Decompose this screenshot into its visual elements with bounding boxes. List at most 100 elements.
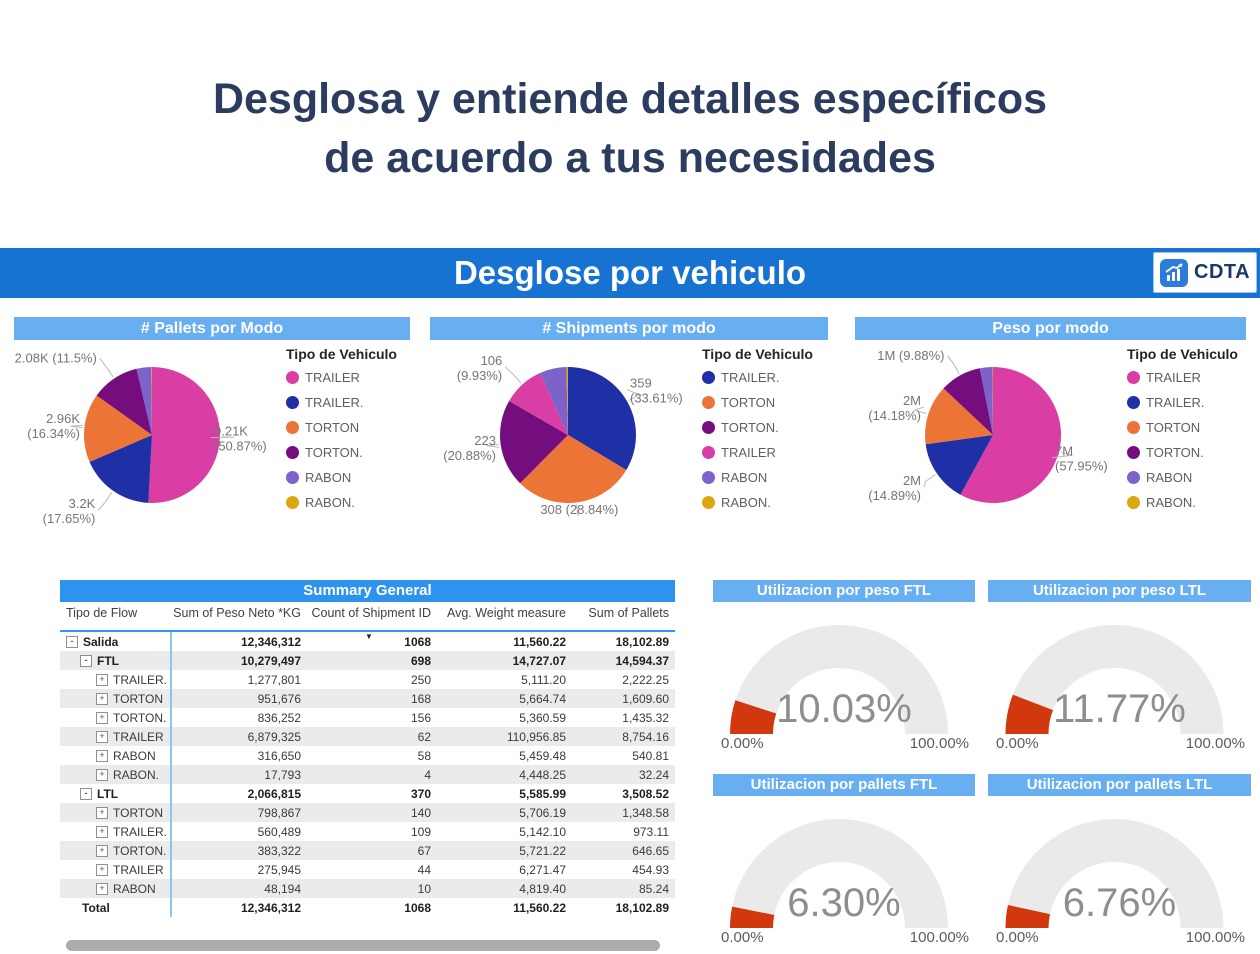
legend-label: RABON bbox=[1146, 469, 1193, 485]
pie-slice-torton-dot[interactable] bbox=[499, 401, 568, 484]
pie-slice-rabon[interactable] bbox=[979, 367, 993, 435]
table-row-trailer-12[interactable]: + TRAILER 275,945 44 6,271.47 454.93 bbox=[60, 860, 675, 879]
pie-slice-rabon-dot[interactable] bbox=[566, 367, 568, 435]
collapse-icon[interactable]: - bbox=[80, 654, 92, 667]
pie-slice-trailer-dot[interactable] bbox=[568, 367, 637, 471]
gauge-chart[interactable] bbox=[713, 798, 975, 938]
legend-item-trailer[interactable]: TRAILER bbox=[702, 445, 828, 460]
legend-item-trailer[interactable]: TRAILER bbox=[1127, 370, 1246, 385]
legend-item-rabon-dot[interactable]: RABON. bbox=[1127, 495, 1246, 510]
expand-icon[interactable]: + bbox=[96, 844, 108, 857]
collapse-icon[interactable]: - bbox=[66, 635, 78, 648]
table-row-trailer-dot-10[interactable]: + TRAILER. 560,489 109 5,142.10 973.11 bbox=[60, 822, 675, 841]
column-header-4[interactable]: Sum of Pallets bbox=[588, 606, 669, 620]
cell-value: 17,793 bbox=[264, 767, 301, 782]
pie-slice-trailer[interactable] bbox=[960, 367, 1062, 503]
gauge-chart[interactable] bbox=[988, 798, 1251, 938]
legend: Tipo de Vehiculo TRAILER TRAILER. TORTON TO… bbox=[1125, 340, 1246, 525]
pie-data-label: 2M (14.89%) bbox=[868, 473, 921, 503]
collapse-icon[interactable]: - bbox=[80, 787, 92, 800]
pie-slice-trailer-dot[interactable] bbox=[89, 435, 152, 503]
table-row-torton-dot-4[interactable]: + TORTON. 836,252 156 5,360.59 1,435.32 bbox=[60, 708, 675, 727]
legend-item-rabon-dot[interactable]: RABON. bbox=[286, 495, 410, 510]
expand-icon[interactable]: + bbox=[96, 749, 108, 762]
table-row-ftl-1[interactable]: - FTL 10,279,497 698 14,727.07 14,594.37 bbox=[60, 651, 675, 670]
row-label: FTL bbox=[97, 653, 119, 668]
cell-value: 1,277,801 bbox=[247, 672, 301, 687]
legend-item-trailer-dot[interactable]: TRAILER. bbox=[702, 370, 828, 385]
pie-data-label: 2.08K (11.5%) bbox=[15, 351, 97, 366]
legend-item-rabon-dot[interactable]: RABON. bbox=[702, 495, 828, 510]
row-label-cell: + TRAILER bbox=[60, 860, 172, 879]
legend: Tipo de Vehiculo TRAILER TRAILER. TORTON TO… bbox=[284, 340, 410, 525]
pie-slice-torton[interactable] bbox=[520, 435, 627, 503]
gauge-chart[interactable] bbox=[988, 604, 1251, 744]
legend-item-trailer-dot[interactable]: TRAILER. bbox=[1127, 395, 1246, 410]
table-row-salida-0[interactable]: - Salida 12,346,312 1068 11,560.22 18,102.89 bbox=[60, 632, 675, 651]
legend-item-trailer-dot[interactable]: TRAILER. bbox=[286, 395, 410, 410]
horizontal-scrollbar[interactable] bbox=[66, 940, 660, 951]
table-row-trailer-5[interactable]: + TRAILER 6,879,325 62 110,956.85 8,754.16 bbox=[60, 727, 675, 746]
column-header-tipo-de-flow[interactable]: Tipo de Flow bbox=[66, 606, 138, 620]
pie-data-label: 9.21K (50.87%) bbox=[214, 424, 267, 454]
legend-item-rabon[interactable]: RABON bbox=[702, 470, 828, 485]
pie-chart-shipments[interactable]: 359 (33.61%) 308 (28.84%) 223 (20.88%) 106 (9.… bbox=[430, 340, 700, 525]
legend-item-rabon[interactable]: RABON bbox=[1127, 469, 1246, 485]
expand-icon[interactable]: + bbox=[96, 768, 108, 781]
column-header-3[interactable]: Avg. Weight measure bbox=[446, 606, 566, 620]
cell-value: 836,252 bbox=[257, 710, 301, 725]
legend-item-torton-dot[interactable]: TORTON. bbox=[702, 420, 828, 435]
pie-slice-torton[interactable] bbox=[84, 395, 152, 462]
pie-slice-rabon-dot[interactable] bbox=[992, 366, 993, 435]
pie-slice-torton-dot[interactable] bbox=[96, 368, 152, 435]
pie-slice-trailer[interactable] bbox=[509, 373, 568, 435]
table-row-ltl-8[interactable]: - LTL 2,066,815 370 5,585.99 3,508.52 bbox=[60, 784, 675, 803]
pie-slice-trailer-dot[interactable] bbox=[925, 435, 993, 495]
legend-item-torton[interactable]: TORTON bbox=[286, 420, 410, 435]
legend-item-trailer[interactable]: TRAILER bbox=[286, 370, 410, 385]
pie-chart-peso[interactable]: 7M (57.95%) 2M (14.89%) 2M (14.18%) 1M (9.88%) bbox=[855, 340, 1125, 525]
cell-value: 370 bbox=[410, 786, 431, 801]
row-label-cell: - LTL bbox=[60, 784, 172, 803]
legend-item-torton[interactable]: TORTON bbox=[1127, 420, 1246, 435]
pie-slice-trailer[interactable] bbox=[148, 367, 220, 503]
legend: Tipo de Vehiculo TRAILER. TORTON TORTON. TR… bbox=[700, 340, 828, 525]
cell-value: 109 bbox=[410, 824, 431, 839]
pie-slice-rabon[interactable] bbox=[136, 367, 152, 435]
pie-chart-pallets[interactable]: 9.21K (50.87%) 3.2K (17.65%) 2.96K (16.34%) 2.… bbox=[14, 340, 284, 526]
table-row-rabon-dot-7[interactable]: + RABON. 17,793 4 4,448.25 32.24 bbox=[60, 765, 675, 784]
table-row-rabon-13[interactable]: + RABON 48,194 10 4,819.40 85.24 bbox=[60, 879, 675, 898]
row-label: TORTON. bbox=[113, 843, 167, 858]
table-row-rabon-6[interactable]: + RABON 316,650 58 5,459.48 540.81 bbox=[60, 746, 675, 765]
expand-icon[interactable]: + bbox=[96, 692, 108, 705]
legend-swatch bbox=[1127, 420, 1140, 434]
expand-icon[interactable]: + bbox=[96, 882, 108, 895]
gauge-chart[interactable] bbox=[713, 604, 975, 744]
table-row-torton-3[interactable]: + TORTON 951,676 168 5,664.74 1,609.60 bbox=[60, 689, 675, 708]
expand-icon[interactable]: + bbox=[96, 673, 108, 686]
legend-item-torton-dot[interactable]: TORTON. bbox=[1127, 445, 1246, 460]
pie-slice-rabon-dot[interactable] bbox=[151, 366, 152, 435]
pie-slice-rabon[interactable] bbox=[540, 367, 568, 435]
expand-icon[interactable]: + bbox=[96, 730, 108, 743]
legend-item-torton-dot[interactable]: TORTON. bbox=[286, 445, 410, 460]
pie-data-label: 1M (9.88%) bbox=[877, 348, 944, 363]
expand-icon[interactable]: + bbox=[96, 863, 108, 876]
legend-item-torton[interactable]: TORTON bbox=[702, 395, 828, 410]
cell-value: 8,754.16 bbox=[622, 729, 669, 744]
column-header-2[interactable]: Count of Shipment ID ▼ bbox=[307, 606, 437, 641]
table-row-trailer-dot-2[interactable]: + TRAILER. 1,277,801 250 5,111.20 2,222.25 bbox=[60, 670, 675, 689]
pie-slice-torton-dot[interactable] bbox=[943, 368, 993, 435]
table-row-torton-9[interactable]: + TORTON 798,867 140 5,706.19 1,348.58 bbox=[60, 803, 675, 822]
legend-swatch bbox=[1127, 495, 1140, 509]
legend-item-rabon[interactable]: RABON bbox=[286, 470, 410, 485]
sort-descending-icon[interactable]: ▼ bbox=[365, 632, 373, 641]
expand-icon[interactable]: + bbox=[96, 825, 108, 838]
column-header-1[interactable]: Sum of Peso Neto *KG bbox=[173, 606, 301, 620]
table-row-total-14[interactable]: Total 12,346,312 1068 11,560.22 18,102.89 bbox=[60, 898, 675, 917]
expand-icon[interactable]: + bbox=[96, 711, 108, 724]
table-row-torton-dot-11[interactable]: + TORTON. 383,322 67 5,721.22 646.65 bbox=[60, 841, 675, 860]
cell-value: 32.24 bbox=[638, 767, 669, 782]
pie-slice-torton[interactable] bbox=[925, 388, 993, 445]
expand-icon[interactable]: + bbox=[96, 806, 108, 819]
